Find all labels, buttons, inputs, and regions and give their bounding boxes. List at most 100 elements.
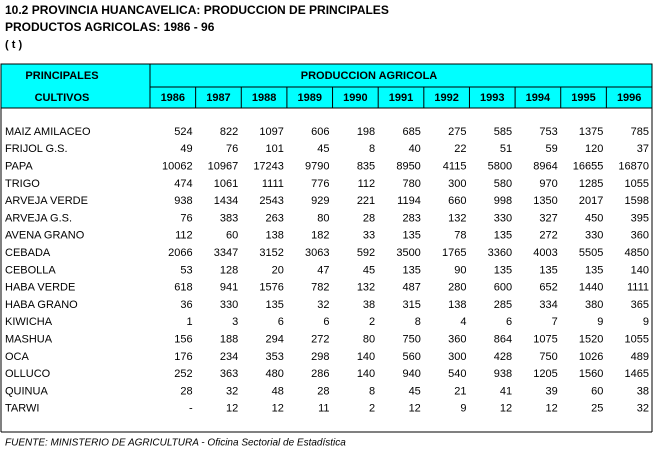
cell-value: 6 xyxy=(323,316,329,328)
subtitle: PRODUCTOS AGRICOLAS: 1986 - 96 xyxy=(5,20,215,34)
cell-value: 221 xyxy=(357,195,375,207)
cell-value: 10062 xyxy=(162,161,193,173)
cell-value: 315 xyxy=(402,299,420,311)
cell-value: 53 xyxy=(180,264,192,276)
cell-value: 3347 xyxy=(214,247,238,259)
cell-value: 383 xyxy=(220,212,238,224)
cell-value: 750 xyxy=(402,334,420,346)
cell-value: 327 xyxy=(539,212,557,224)
cell-value: 12 xyxy=(500,403,512,415)
cell-value: 49 xyxy=(180,143,192,155)
cell-value: 776 xyxy=(311,178,329,190)
cell-value: 112 xyxy=(358,178,376,190)
cell-value: 835 xyxy=(357,161,375,173)
cell-value: 39 xyxy=(545,385,557,397)
cell-value: 12 xyxy=(272,403,284,415)
cell-value: 59 xyxy=(545,143,557,155)
cell-value: 938 xyxy=(494,368,512,380)
cell-value: 45 xyxy=(363,264,375,276)
column-header: PRINCIPALES xyxy=(25,70,98,82)
crop-name: MAIZ AMILACEO xyxy=(5,126,91,138)
crop-name: AVENA GRANO xyxy=(5,230,85,242)
cell-value: 20 xyxy=(272,264,284,276)
cell-value: 132 xyxy=(357,282,375,294)
cell-value: 360 xyxy=(631,230,649,242)
cell-value: 135 xyxy=(402,230,420,242)
cell-value: 138 xyxy=(448,299,466,311)
cell-value: 286 xyxy=(311,368,329,380)
cell-value: 138 xyxy=(266,230,284,242)
cell-value: 135 xyxy=(494,264,512,276)
cell-value: 4115 xyxy=(443,161,467,173)
cell-value: 135 xyxy=(585,264,603,276)
cell-value: 3152 xyxy=(259,247,283,259)
cell-value: 263 xyxy=(266,212,284,224)
cell-value: 1560 xyxy=(579,368,603,380)
cell-value: 140 xyxy=(631,264,649,276)
column-header: CULTIVOS xyxy=(35,92,90,104)
year-header: 1995 xyxy=(571,92,595,104)
cell-value: 45 xyxy=(409,385,421,397)
cell-value: 60 xyxy=(226,230,238,242)
cell-value: 600 xyxy=(494,282,512,294)
year-header: 1987 xyxy=(206,92,230,104)
cell-value: 1026 xyxy=(579,351,603,363)
cell-value: 4850 xyxy=(625,247,649,259)
cell-value: 28 xyxy=(180,385,192,397)
cell-value: 32 xyxy=(637,403,649,415)
cell-value: 36 xyxy=(180,299,192,311)
cell-value: 474 xyxy=(174,178,192,190)
unit: ( t ) xyxy=(5,39,22,51)
cell-value: 38 xyxy=(363,299,375,311)
cell-value: 101 xyxy=(266,143,284,155)
year-header: 1994 xyxy=(526,92,551,104)
cell-value: 12 xyxy=(226,403,238,415)
cell-value: 428 xyxy=(494,351,512,363)
cell-value: 360 xyxy=(448,334,466,346)
cell-value: 450 xyxy=(585,212,603,224)
cell-value: 9790 xyxy=(305,161,329,173)
cell-value: 940 xyxy=(402,368,420,380)
cell-value: 12 xyxy=(545,403,557,415)
cell-value: 60 xyxy=(591,385,603,397)
cell-value: 785 xyxy=(631,126,649,138)
cell-value: 285 xyxy=(494,299,512,311)
cell-value: 22 xyxy=(454,143,466,155)
cell-value: 864 xyxy=(494,334,512,346)
cell-value: 395 xyxy=(631,212,649,224)
cell-value: 1111 xyxy=(262,178,284,190)
cell-value: 300 xyxy=(448,178,466,190)
cell-value: 120 xyxy=(585,143,603,155)
cell-value: 780 xyxy=(402,178,420,190)
cell-value: 685 xyxy=(402,126,420,138)
cell-value: 330 xyxy=(220,299,238,311)
cell-value: 1055 xyxy=(625,334,649,346)
cell-value: 90 xyxy=(454,264,466,276)
cell-value: 580 xyxy=(494,178,512,190)
cell-value: 5800 xyxy=(488,161,512,173)
cell-value: 753 xyxy=(539,126,557,138)
cell-value: 750 xyxy=(539,351,557,363)
source-note: FUENTE: MINISTERIO DE AGRICULTURA - Ofic… xyxy=(5,438,346,449)
cell-value: 1765 xyxy=(442,247,466,259)
cell-value: 365 xyxy=(631,299,649,311)
cell-value: 998 xyxy=(494,195,512,207)
cell-value: 606 xyxy=(311,126,329,138)
cell-value: 2017 xyxy=(579,195,603,207)
cell-value: 4003 xyxy=(533,247,557,259)
cell-value: 80 xyxy=(363,334,375,346)
cell-value: 300 xyxy=(448,351,466,363)
year-header: 1992 xyxy=(434,92,458,104)
year-header: 1991 xyxy=(389,92,413,104)
cell-value: 37 xyxy=(637,143,649,155)
cell-value: 938 xyxy=(174,195,192,207)
cell-value: 353 xyxy=(266,351,284,363)
cell-value: 272 xyxy=(539,230,557,242)
cell-value: 32 xyxy=(317,299,329,311)
cell-value: 3 xyxy=(232,316,238,328)
cell-value: 1205 xyxy=(533,368,557,380)
cell-value: 17243 xyxy=(253,161,284,173)
cell-value: 334 xyxy=(539,299,557,311)
cell-value: 8 xyxy=(415,316,421,328)
